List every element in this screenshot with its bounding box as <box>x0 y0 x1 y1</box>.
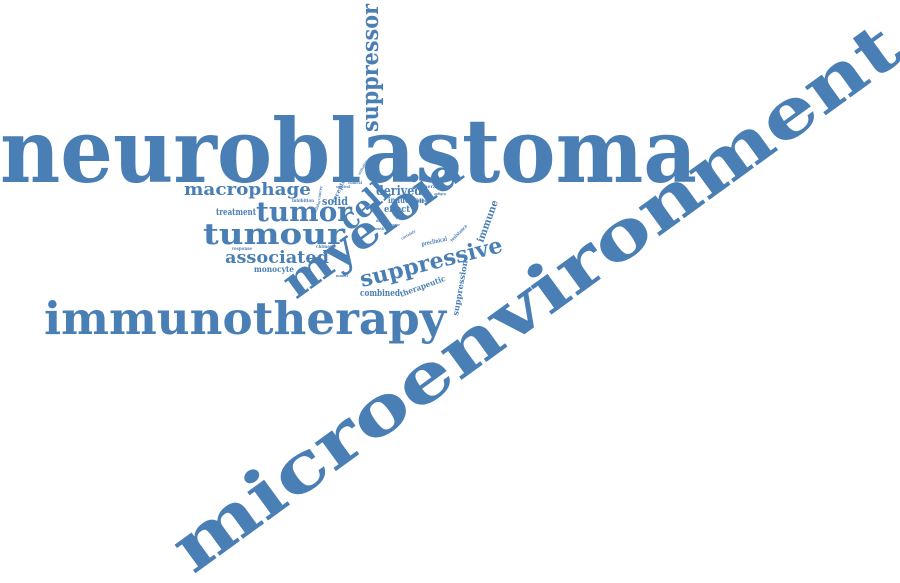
word-function: function <box>308 157 315 172</box>
word-tumour: tumour <box>203 217 346 251</box>
word-antigen: antigen <box>434 191 446 196</box>
word-treatment: treatment <box>216 208 257 218</box>
word-survival: survival <box>336 184 350 189</box>
word-cancer: cancer <box>316 185 323 200</box>
word-effect: effect <box>384 205 411 215</box>
word-response: response <box>232 246 252 252</box>
word-neuroblastoma: neuroblastoma <box>0 99 697 203</box>
word-combined: combined <box>360 289 401 299</box>
word-suppressor: suppressor <box>357 3 384 132</box>
word-disease: disease <box>388 222 400 227</box>
word-macrophage: macrophage <box>184 180 311 200</box>
word-tumor: tumor <box>256 197 353 228</box>
word-chimeric: chimeric <box>316 244 336 250</box>
word-immunotherapy: immunotherapy <box>44 292 448 345</box>
word-patient: patient <box>396 214 408 219</box>
word-inhibition: inhibition <box>292 198 314 204</box>
word-induction: induction <box>388 195 424 205</box>
word-monocyte: monocyte <box>254 264 294 274</box>
word-therapy: therapy <box>422 184 443 190</box>
word-model: model <box>336 273 348 278</box>
word-associated: associated <box>225 248 329 268</box>
word-growth: growth <box>372 226 384 231</box>
word-cellular: cellular <box>312 199 322 215</box>
word-solid: solid <box>322 195 348 208</box>
word-cytokine: cytokine <box>416 198 430 203</box>
word-clinical: clinical <box>348 180 362 185</box>
word-drug: drug <box>376 218 386 223</box>
word-derived: derived <box>376 184 422 199</box>
